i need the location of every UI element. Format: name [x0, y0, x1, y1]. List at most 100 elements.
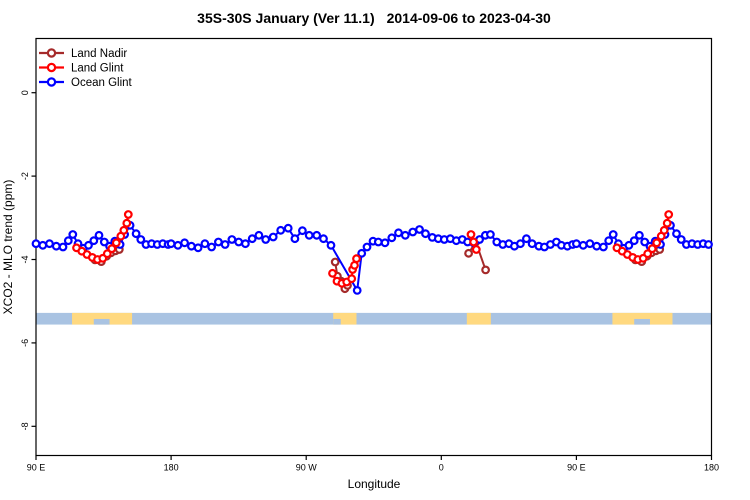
map-strip-coast-notch [93, 318, 110, 325]
ocean-glint-point [193, 243, 203, 253]
ocean-glint-point [394, 228, 403, 238]
ocean-glint-point [234, 237, 244, 247]
ocean-glint-point [166, 239, 176, 249]
y-tick-label: -4 [20, 256, 30, 264]
map-strip-land [333, 312, 357, 325]
ocean-glint-point [131, 229, 141, 239]
ocean-glint-point [84, 240, 93, 250]
ocean-glint-point [516, 239, 525, 249]
legend-label-land-glint: Land Glint [71, 63, 124, 75]
ocean-glint-point [421, 229, 430, 239]
ocean-glint-point [200, 239, 210, 249]
land-nadir-point [330, 257, 340, 267]
land-glint-point [119, 225, 129, 235]
ocean-glint-point [38, 240, 48, 250]
x-tick-label: 90 W [296, 463, 318, 473]
ocean-glint-point [387, 233, 397, 243]
land-glint-point [652, 238, 662, 248]
legend-marker-ocean-glint [46, 77, 57, 87]
ocean-glint-point [186, 241, 196, 251]
ocean-glint-point [635, 230, 644, 240]
map-strip-coast-notch [333, 318, 341, 325]
x-tick-label: 180 [704, 463, 719, 473]
map-strip-land [72, 312, 133, 325]
ocean-glint-point [31, 239, 41, 249]
map-strip-coast-notch [634, 318, 650, 325]
ocean-glint-series [31, 220, 713, 295]
ocean-glint-point [268, 232, 278, 242]
ocean-glint-point [522, 234, 531, 244]
legend-marker-land-nadir [46, 48, 57, 58]
land-glint-point [664, 210, 674, 219]
ocean-glint-point [283, 223, 293, 233]
ocean-glint-point [94, 230, 104, 240]
land-glint-point [471, 245, 481, 254]
x-tick-label: 0 [439, 463, 444, 473]
ocean-glint-point [400, 230, 410, 240]
ocean-glint-point [45, 239, 54, 249]
land-nadir-point [481, 265, 491, 275]
ocean-glint-point [247, 234, 257, 244]
ocean-glint-point [51, 241, 61, 251]
ocean-glint-point [312, 230, 322, 240]
land-glint-point [659, 225, 669, 235]
ocean-glint-point [326, 240, 336, 250]
ocean-glint-point [599, 242, 608, 252]
ocean-glint-point [572, 239, 581, 249]
ocean-glint-point [240, 239, 250, 249]
land-glint-point [123, 210, 133, 219]
land-nadir-point [464, 248, 474, 258]
ocean-glint-point [373, 237, 383, 247]
ocean-glint-point [207, 242, 217, 252]
land-glint-point [328, 268, 337, 278]
map-strip-land [612, 312, 673, 325]
legend-label-ocean-glint: Ocean Glint [71, 77, 133, 89]
ocean-glint-point [357, 248, 367, 258]
ocean-glint-point [578, 240, 588, 250]
ocean-glint-point [68, 230, 78, 239]
ocean-glint-point [220, 240, 230, 249]
ocean-glint-point [352, 286, 362, 295]
legend: Land Nadir Land Glint Ocean Glint [39, 48, 133, 89]
map-strip-land [466, 312, 491, 325]
ocean-glint-point [527, 239, 537, 249]
x-tick-label: 90 E [27, 463, 46, 473]
land-glint-point [107, 244, 117, 254]
ocean-glint-point [298, 226, 307, 236]
x-tick-label: 180 [164, 463, 179, 473]
ocean-glint-point [585, 239, 595, 249]
ocean-glint-point [672, 229, 681, 239]
chart-title: 35S-30S January (Ver 11.1) 2014-09-06 to … [197, 10, 551, 26]
y-axis-label: XCO2 - MLO trend (ppm) [1, 180, 15, 315]
y-tick-label: -6 [20, 339, 30, 347]
y-tick-label: -8 [20, 422, 30, 430]
ocean-glint-point [380, 238, 390, 248]
land-glint-point [469, 237, 479, 247]
ocean-glint-point [89, 236, 99, 246]
y-tick-label: 0 [20, 90, 30, 95]
ocean-glint-point [261, 235, 271, 244]
ocean-glint-point [415, 225, 424, 234]
chart-title-dates: 2014-09-06 to 2023-04-30 [387, 10, 551, 26]
ocean-glint-point [254, 230, 264, 240]
land-glint-point [111, 238, 121, 248]
land-glint-point [662, 218, 672, 228]
ocean-glint-point [58, 242, 68, 252]
land-glint-point [352, 254, 361, 264]
ocean-glint-point [604, 236, 614, 246]
ocean-glint-point [592, 241, 602, 251]
ocean-glint-point [304, 230, 314, 240]
ocean-glint-point [486, 230, 495, 239]
map-strip-ocean [36, 312, 712, 325]
legend-label-land-nadir: Land Nadir [71, 48, 127, 60]
ocean-glint-point [99, 237, 109, 247]
land-glint-point [466, 230, 476, 239]
ocean-glint-point [319, 234, 328, 244]
x-axis-label: Longitude [348, 477, 401, 491]
ocean-glint-point [276, 225, 286, 235]
plot-border [35, 37, 713, 457]
ocean-glint-point [676, 235, 686, 244]
land-glint-point [347, 274, 357, 284]
